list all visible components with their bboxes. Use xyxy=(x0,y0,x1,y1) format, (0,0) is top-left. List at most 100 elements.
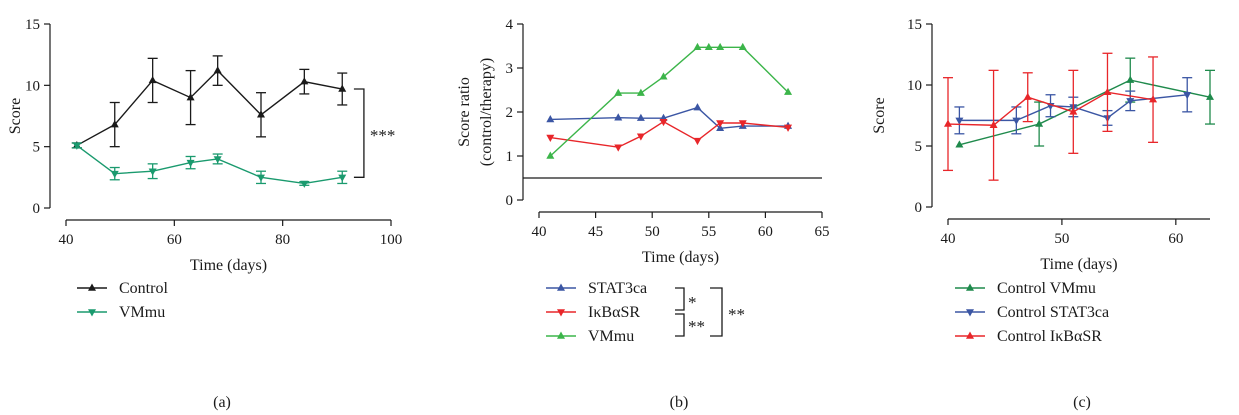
x-axis-label: Time (days) xyxy=(642,249,719,266)
x-tick-label: 40 xyxy=(59,232,74,248)
data-point xyxy=(693,103,702,111)
legend-marker xyxy=(966,309,974,317)
legend-marker xyxy=(557,331,565,339)
data-point xyxy=(546,134,555,142)
series-i-b-sr xyxy=(546,118,793,152)
data-point xyxy=(1126,75,1135,83)
y-axis-label: Score xyxy=(871,97,888,133)
significance-label: *** xyxy=(370,126,396,145)
data-point xyxy=(257,110,265,118)
data-point xyxy=(1206,92,1214,100)
x-tick-label: 40 xyxy=(941,231,956,247)
y-axis-label: (control/therapy) xyxy=(478,58,495,166)
significance-bracket xyxy=(675,313,685,337)
data-point xyxy=(148,75,157,84)
x-tick-label: 60 xyxy=(758,224,773,240)
series-line xyxy=(959,79,1211,146)
data-point xyxy=(989,120,998,128)
y-tick-label: 0 xyxy=(915,200,923,216)
series-vmmu xyxy=(71,142,348,188)
y-axis-label: Score ratio xyxy=(456,77,473,147)
panel-caption: (c) xyxy=(1073,394,1091,411)
series-stat3ca xyxy=(546,103,793,132)
data-point xyxy=(955,117,964,125)
x-tick-label: 65 xyxy=(815,224,830,240)
data-point xyxy=(614,113,623,121)
x-tick-label: 40 xyxy=(532,224,547,240)
data-point xyxy=(186,159,195,168)
y-tick-label: 2 xyxy=(506,105,514,121)
data-point xyxy=(693,137,702,146)
series-control-i-b-sr xyxy=(943,52,1159,181)
series-control xyxy=(71,55,348,149)
data-point xyxy=(72,142,81,150)
y-tick-label: 1 xyxy=(506,149,514,165)
data-point xyxy=(716,42,725,51)
panel-b: 0 1 2 3 4 40 45 50 55 60 65 Time (days) Score ratio (… xyxy=(456,17,830,411)
panel-c: 0 5 10 15 40 50 60 Time (days) Score Control VMmu… xyxy=(871,17,1215,411)
panel-caption: (a) xyxy=(213,394,231,411)
series-control-vmmu xyxy=(955,57,1215,148)
y-tick-label: 10 xyxy=(907,78,922,94)
y-axis-label: Score xyxy=(7,98,24,134)
data-point xyxy=(693,42,702,51)
series-line xyxy=(76,69,343,147)
data-point xyxy=(784,87,793,95)
data-point xyxy=(257,174,265,182)
panel-a: 0 5 10 15 40 60 80 100 Time (days) Score Control VM… xyxy=(7,17,402,411)
data-point xyxy=(944,119,952,127)
data-point xyxy=(1126,98,1135,106)
x-axis-label: Time (days) xyxy=(1040,256,1117,273)
data-point xyxy=(738,120,747,128)
data-point xyxy=(1069,107,1078,115)
data-point xyxy=(546,115,555,123)
data-point xyxy=(716,120,725,128)
x-tick-label: 60 xyxy=(167,232,182,248)
x-tick-label: 80 xyxy=(275,232,290,248)
legend-marker xyxy=(557,309,565,317)
data-point xyxy=(186,93,195,101)
y-tick-label: 5 xyxy=(915,139,923,155)
data-point xyxy=(1149,95,1158,103)
legend-marker xyxy=(88,283,96,291)
significance-label: * xyxy=(688,293,697,312)
series-line xyxy=(76,144,343,185)
legend-marker xyxy=(88,309,96,317)
data-point xyxy=(659,72,668,80)
series-line xyxy=(947,91,1154,126)
data-point xyxy=(636,113,645,121)
data-point xyxy=(784,124,793,132)
legend-label: Control STAT3ca xyxy=(997,304,1109,321)
legend-label: Control VMmu xyxy=(997,280,1096,297)
significance-label: ** xyxy=(728,305,745,324)
significance-bracket xyxy=(675,287,685,311)
data-point xyxy=(659,118,668,127)
data-point xyxy=(1035,119,1044,127)
data-point xyxy=(1012,117,1021,125)
data-point xyxy=(148,168,157,176)
data-point xyxy=(213,156,222,164)
legend-marker xyxy=(966,283,974,291)
data-point xyxy=(738,42,747,51)
legend-label: Control xyxy=(119,280,168,297)
series-line xyxy=(550,106,789,130)
data-point xyxy=(614,144,623,152)
panel-caption: (b) xyxy=(670,394,689,411)
data-point xyxy=(704,42,713,51)
data-point xyxy=(338,84,347,92)
y-tick-label: 5 xyxy=(33,140,41,156)
data-point xyxy=(955,140,964,148)
data-point xyxy=(110,120,119,128)
significance-bracket xyxy=(710,287,723,337)
x-tick-label: 50 xyxy=(645,224,660,240)
significance-label: ** xyxy=(688,317,705,336)
legend-label: VMmu xyxy=(588,328,634,345)
series-line xyxy=(549,46,789,157)
series-line xyxy=(550,120,789,148)
data-point xyxy=(636,88,645,96)
x-tick-label: 55 xyxy=(701,224,716,240)
y-tick-label: 0 xyxy=(33,201,41,217)
legend-label: Control IκBαSR xyxy=(997,328,1102,345)
x-tick-label: 100 xyxy=(380,232,403,248)
x-tick-label: 45 xyxy=(588,224,603,240)
